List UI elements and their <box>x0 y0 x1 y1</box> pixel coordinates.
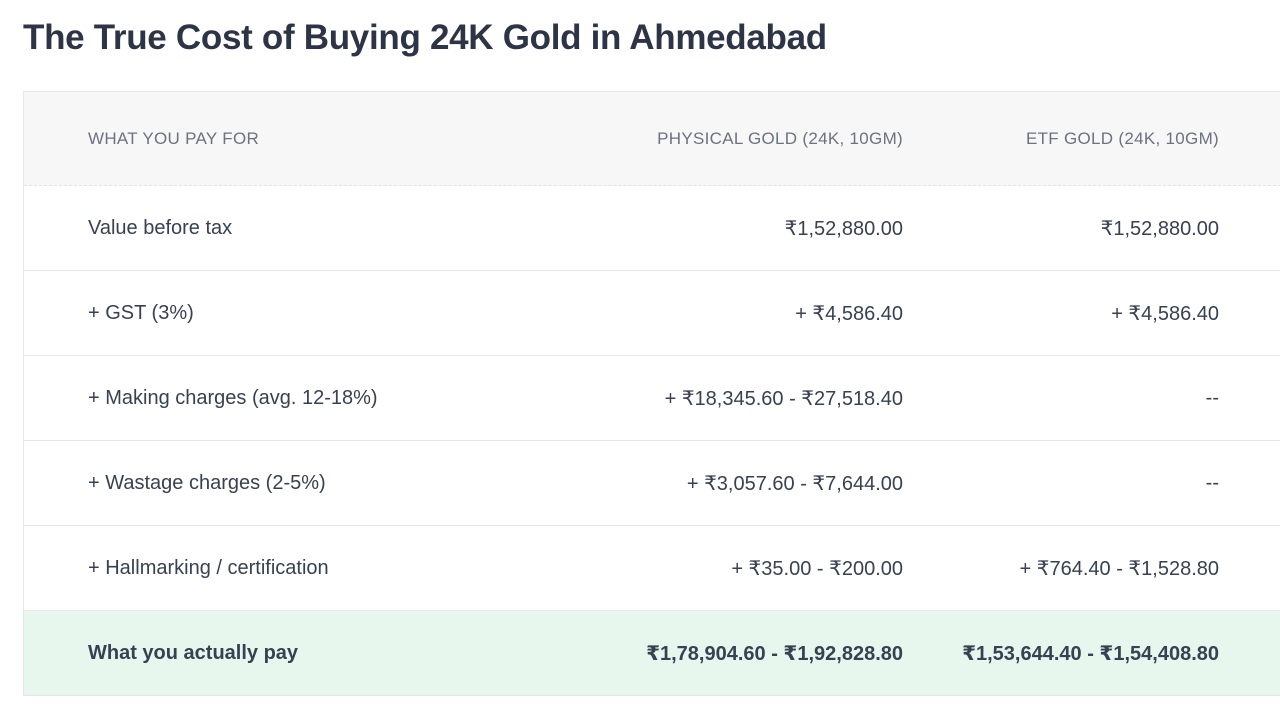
table-cell: + ₹3,057.60 - ₹7,644.00 <box>686 472 903 495</box>
table-cell: + Wastage charges (2-5%) <box>88 471 326 494</box>
table-row: + Wastage charges (2-5%) + ₹3,057.60 - ₹7… <box>24 441 1280 526</box>
table-cell: + ₹4,586.40 <box>795 302 903 325</box>
header-cell: WHAT YOU PAY FOR <box>88 128 260 148</box>
table-cell: -- <box>1205 471 1219 494</box>
table-cell: ₹1,78,904.60 - ₹1,92,828.80 <box>646 642 903 665</box>
table-cell: + ₹35.00 - ₹200.00 <box>731 557 903 580</box>
table-cell: + GST (3%) <box>88 301 194 324</box>
table-cell: ₹1,53,644.40 - ₹1,54,408.80 <box>962 642 1219 665</box>
table-cell: + ₹18,345.60 - ₹27,518.40 <box>664 387 903 410</box>
table-cell: Value before tax <box>88 216 233 239</box>
table: WHAT YOU PAY FOR PHYSICAL GOLD (24K, 10GM… <box>23 91 1280 696</box>
header-cell: ETF GOLD (24K, 10GM) <box>1025 128 1219 148</box>
table-cell: ₹1,52,880.00 <box>1100 217 1219 240</box>
table-row: + GST (3%) + ₹4,586.40 + ₹4,586.40 <box>24 271 1280 356</box>
header-row: WHAT YOU PAY FOR PHYSICAL GOLD (24K, 10GM… <box>24 92 1280 186</box>
total-row: What you actually pay ₹1,78,904.60 - ₹1,9… <box>24 611 1280 696</box>
table-cell: -- <box>1205 386 1219 409</box>
table-cell: + ₹764.40 - ₹1,528.80 <box>1019 557 1219 580</box>
table-cell: + Hallmarking / certification <box>88 556 329 579</box>
table-cell: + ₹4,586.40 <box>1111 302 1219 325</box>
table-row: + Making charges (avg. 12-18%) + ₹18,345.… <box>24 356 1280 441</box>
table-row: Value before tax ₹1,52,880.00 ₹1,52,880.00 <box>24 186 1280 271</box>
header-cell: PHYSICAL GOLD (24K, 10GM) <box>657 128 903 148</box>
table-cell: + Making charges (avg. 12-18%) <box>88 386 378 409</box>
table-cell: What you actually pay <box>88 641 299 664</box>
table-cell: ₹1,52,880.00 <box>784 217 903 240</box>
table-row: + Hallmarking / certification + ₹35.00 - … <box>24 526 1280 611</box>
title: The True Cost of Buying 24K Gold in Ahme… <box>23 18 827 57</box>
